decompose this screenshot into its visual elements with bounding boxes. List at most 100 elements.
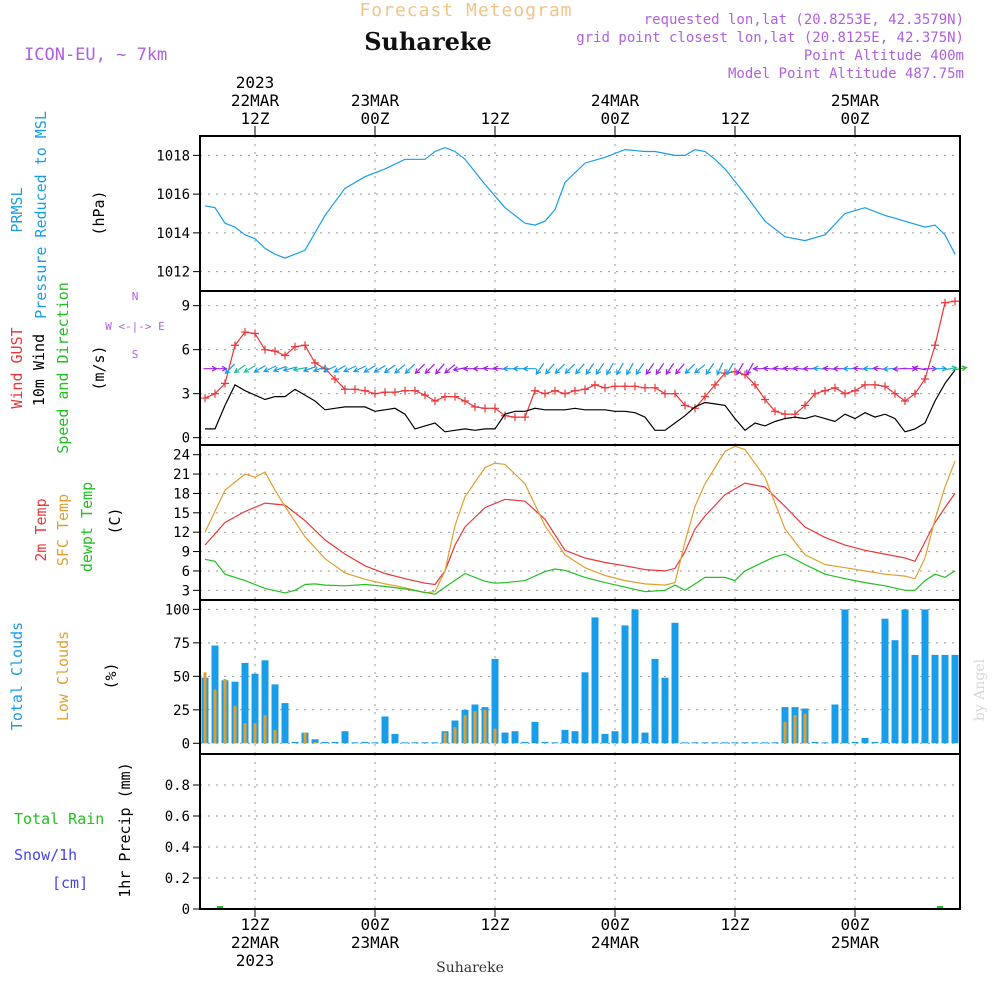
- wind-arrow: [322, 365, 337, 373]
- low-cloud-bar: [453, 727, 457, 744]
- wind-arrow: [564, 363, 576, 375]
- gust-marker: [621, 382, 629, 391]
- wind-arrow: [694, 364, 706, 374]
- wind-arrow: [574, 363, 585, 375]
- total-cloud-bar: [541, 741, 549, 744]
- time-label-bottom: 12Z: [481, 915, 510, 934]
- gust-marker: [291, 342, 299, 351]
- gust-marker: [781, 410, 789, 419]
- wind-arrow: [292, 366, 307, 373]
- total-cloud-bar: [411, 742, 419, 744]
- wind-arrow: [342, 365, 357, 373]
- panel-clouds: 0 25 50 75 100: [165, 600, 960, 754]
- model-altitude: Model Point Altitude 487.75m: [728, 66, 964, 82]
- low-cloud-bar: [233, 705, 237, 744]
- gust-marker: [741, 370, 749, 379]
- time-label-top: 24MAR: [591, 91, 640, 110]
- total-cloud-bar: [401, 742, 409, 744]
- time-label-top: 25MAR: [831, 91, 880, 110]
- wind-arrow: [535, 363, 545, 376]
- total-cloud-bar: [941, 654, 949, 744]
- wind-arrow: [933, 365, 948, 372]
- y-tick-label: 3: [182, 387, 190, 403]
- wind-arrow: [736, 362, 744, 376]
- time-label-top: 12Z: [721, 109, 750, 128]
- y-tick-label: 0.4: [165, 840, 190, 856]
- model-label: ICON-EU, ~ 7km: [24, 45, 167, 65]
- total-cloud-bar: [901, 609, 909, 744]
- total-cloud-bar: [331, 741, 339, 744]
- wind-arrow: [272, 365, 287, 373]
- wind-arrow: [705, 363, 715, 376]
- low-cloud-bar: [443, 732, 447, 744]
- legend-snow: Snow/1h: [14, 846, 77, 864]
- gust-marker: [221, 379, 229, 388]
- panel-precip: 0 0.2 0.4 0.6 0.8: [165, 754, 960, 918]
- total-cloud-bar: [391, 733, 399, 744]
- low-clouds-label: Low Clouds: [54, 631, 72, 721]
- compass-south: S: [132, 348, 139, 361]
- low-cloud-bar: [463, 715, 467, 744]
- wind-arrow: [746, 362, 754, 376]
- panel-frame-precip: [199, 753, 961, 910]
- total-cloud-bar: [871, 741, 879, 744]
- y-tick-label: 3: [182, 583, 190, 599]
- y-tick-label: 0.6: [165, 809, 190, 825]
- total-cloud-bar: [671, 622, 679, 744]
- legend-total-rain: Total Rain: [14, 810, 104, 828]
- gust-marker: [251, 329, 259, 338]
- wind-arrow: [655, 363, 665, 376]
- y-tick-label: 9: [182, 299, 190, 315]
- wind-arrow: [262, 365, 277, 373]
- wind-arrow: [616, 362, 624, 376]
- total-cloud-bar: [931, 654, 939, 744]
- y-tick-label: 24: [173, 448, 190, 464]
- time-label-top: 22MAR: [231, 91, 280, 110]
- y-tick-label: 75: [173, 636, 190, 652]
- gust-marker: [821, 386, 829, 395]
- gust-marker: [531, 386, 539, 395]
- total-cloud-bar: [341, 731, 349, 744]
- gust-marker: [331, 375, 339, 383]
- gust-marker: [831, 383, 839, 392]
- wind-arrow: [554, 363, 566, 375]
- total-cloud-bar: [381, 716, 389, 744]
- wind-arrow: [333, 364, 346, 373]
- y-tick-label: 0.2: [165, 871, 190, 887]
- footer-location: Suhareke: [436, 960, 504, 976]
- gust-marker: [441, 392, 449, 401]
- panel-temperature: 3 6 9 12 15 18 21 24: [173, 445, 960, 600]
- total-cloud-bar: [291, 741, 299, 744]
- wind-arrow: [544, 363, 555, 375]
- gust-marker: [881, 382, 889, 391]
- gust-marker: [401, 386, 409, 395]
- total-clouds-label: Total Clouds: [8, 622, 26, 730]
- y-tick-label: 0: [182, 736, 190, 752]
- wind-arrow: [595, 363, 605, 376]
- gust-marker: [851, 386, 859, 395]
- total-cloud-bar: [661, 677, 669, 744]
- wind-arrow: [243, 364, 256, 373]
- temp-2m-label: 2m Temp: [32, 498, 50, 561]
- time-label-top: 00Z: [601, 109, 630, 128]
- gust-marker: [911, 389, 919, 398]
- gust-marker: [641, 383, 649, 392]
- gust-marker: [361, 386, 369, 395]
- wind-gust-label: Wind GUST: [8, 327, 26, 408]
- low-cloud-bar: [313, 741, 317, 744]
- gust-marker: [691, 404, 699, 413]
- total-cloud-bar: [321, 741, 329, 744]
- total-cloud-bar: [731, 742, 739, 744]
- total-cloud-bar: [691, 742, 699, 744]
- time-label-top: 2023: [236, 73, 275, 92]
- total-cloud-bar: [571, 731, 579, 744]
- temp-unit: (C): [106, 507, 124, 534]
- gust-marker: [931, 341, 939, 350]
- time-label-bottom: 00Z: [361, 915, 390, 934]
- precip-label: 1hr Precip (mm): [116, 762, 134, 897]
- total-cloud-bar: [741, 742, 749, 744]
- gust-marker: [351, 385, 359, 394]
- low-cloud-bar: [223, 679, 227, 744]
